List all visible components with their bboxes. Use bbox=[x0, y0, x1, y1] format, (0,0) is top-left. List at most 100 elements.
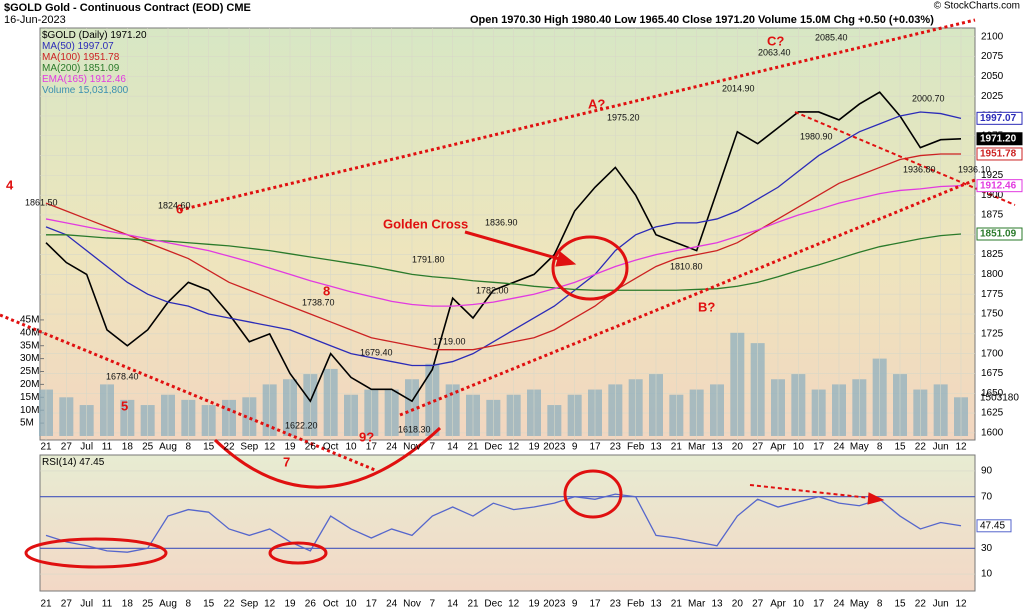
x-tick-label: 10 bbox=[345, 599, 357, 610]
x-tick-label: 8 bbox=[186, 599, 192, 610]
legend-name: MA(200) bbox=[42, 63, 80, 74]
x-tick-label: 10 bbox=[793, 442, 805, 453]
x-tick-label: 15 bbox=[203, 442, 215, 453]
legend-entry: Volume 15,031,800 bbox=[42, 85, 129, 96]
price-label: 1810.80 bbox=[670, 261, 703, 271]
x-tick-label: May bbox=[850, 442, 869, 453]
x-tick-label: 12 bbox=[264, 442, 276, 453]
circle bbox=[563, 469, 623, 519]
price-label: 1618.30 bbox=[398, 424, 431, 434]
legend-value: 1912.46 bbox=[90, 74, 127, 85]
price-label: 1622.20 bbox=[285, 420, 318, 430]
x-tick-label: 11 bbox=[102, 599, 113, 610]
annotation: B? bbox=[698, 299, 715, 314]
y-tick-label: 1600 bbox=[981, 428, 1004, 439]
x-tick-label: Nov bbox=[403, 599, 421, 610]
trendline bbox=[179, 18, 976, 212]
x-tick-label: 8 bbox=[877, 599, 883, 610]
rsi-tick-label: 70 bbox=[981, 491, 993, 502]
rsi-tick-label: 10 bbox=[981, 569, 993, 580]
price-label: 1861.50 bbox=[25, 197, 58, 207]
axis-box bbox=[976, 179, 1023, 193]
axis-box-label: 1851.09 bbox=[980, 229, 1017, 240]
x-tick-label: Apr bbox=[770, 442, 786, 453]
x-tick-label: 21 bbox=[467, 442, 479, 453]
credit: © StockCharts.com bbox=[934, 1, 1020, 12]
x-tick-label: 17 bbox=[366, 599, 378, 610]
annotation: 5 bbox=[121, 398, 128, 413]
arrow-head bbox=[555, 251, 577, 267]
rsi-panel bbox=[39, 454, 976, 592]
price-label: 1824.60 bbox=[158, 200, 191, 210]
x-tick-label: 12 bbox=[508, 599, 520, 610]
legend-name: MA(100) bbox=[42, 52, 80, 63]
axis-box bbox=[976, 147, 1023, 161]
legend-name: Volume bbox=[42, 85, 76, 96]
x-tick-label: 11 bbox=[102, 442, 113, 453]
x-tick-label: 27 bbox=[61, 442, 73, 453]
annotation: 7 bbox=[283, 454, 290, 469]
x-tick-label: 8 bbox=[186, 442, 192, 453]
x-tick-label: Feb bbox=[627, 599, 645, 610]
overlays bbox=[0, 18, 1016, 569]
legend-value: 15,031,800 bbox=[78, 85, 128, 96]
x-tick-label: 17 bbox=[366, 442, 378, 453]
x-tick-label: 23 bbox=[610, 442, 622, 453]
x-tick-label: 13 bbox=[650, 442, 662, 453]
circle bbox=[268, 541, 328, 565]
circle bbox=[551, 235, 629, 301]
x-tick-label: 8 bbox=[877, 442, 883, 453]
legend-entry: MA(50) 1997.07 bbox=[42, 41, 114, 52]
price-line bbox=[45, 91, 962, 403]
x-tick-label: 13 bbox=[711, 442, 723, 453]
x-tick-label: Nov bbox=[403, 442, 421, 453]
x-tick-label: 24 bbox=[833, 442, 845, 453]
x-tick-label: Jun bbox=[933, 599, 949, 610]
y-tick-label: 2050 bbox=[981, 71, 1004, 82]
legend-entry: $GOLD (Daily) 1971.20 bbox=[42, 30, 147, 41]
axis-box-label: 1503180 bbox=[980, 393, 1019, 404]
x-tick-label: 13 bbox=[650, 599, 662, 610]
price-label: 2000.70 bbox=[912, 93, 945, 103]
x-tick-label: Mar bbox=[688, 599, 706, 610]
x-tick-label: 12 bbox=[508, 442, 520, 453]
ma-line bbox=[46, 233, 962, 291]
rsi-tick-label: 30 bbox=[981, 543, 993, 554]
x-tick-label: 7 bbox=[430, 599, 436, 610]
axis-box-label: 1997.07 bbox=[980, 113, 1017, 124]
ma-line bbox=[45, 153, 961, 351]
price-label: 1936.80 bbox=[903, 164, 936, 174]
legend-name: RSI(14) bbox=[42, 457, 76, 468]
x-tick-label: 18 bbox=[122, 599, 134, 610]
x-tick-label: Oct bbox=[323, 599, 339, 610]
ma-line bbox=[45, 111, 962, 367]
subtitle: 16-Jun-2023 bbox=[4, 14, 66, 26]
x-tick-label: Oct bbox=[323, 442, 339, 453]
y-tick-label: 1800 bbox=[981, 269, 1004, 280]
arrow-head bbox=[867, 492, 885, 505]
x-tick-label: Dec bbox=[484, 442, 502, 453]
y-tick-label: 1750 bbox=[981, 309, 1004, 320]
x-tick-label: 21 bbox=[671, 599, 683, 610]
legend-value: 47.45 bbox=[79, 457, 104, 468]
quote-line: Open 1970.30 High 1980.40 Low 1965.40 Cl… bbox=[470, 14, 934, 26]
volume-tick-label: 40M bbox=[20, 327, 39, 338]
arrow bbox=[464, 230, 571, 264]
price-label: 1836.90 bbox=[485, 217, 518, 227]
x-tick-label: Mar bbox=[688, 442, 706, 453]
x-tick-label: 19 bbox=[284, 599, 296, 610]
x-tick-label: 2023 bbox=[543, 599, 566, 610]
y-tick-label: 1725 bbox=[981, 328, 1004, 339]
annotation: 8 bbox=[323, 283, 330, 298]
price-label: 2014.90 bbox=[722, 83, 755, 93]
x-tick-label: 17 bbox=[589, 599, 601, 610]
x-tick-label: 24 bbox=[386, 599, 398, 610]
legend-name: EMA(165) bbox=[42, 74, 87, 85]
x-tick-label: 21 bbox=[40, 442, 52, 453]
x-tick-label: Jul bbox=[80, 442, 93, 453]
annotation: Golden Cross bbox=[383, 216, 468, 231]
x-tick-label: Feb bbox=[627, 442, 645, 453]
x-tick-label: 22 bbox=[223, 599, 235, 610]
legend-entry: MA(200) 1851.09 bbox=[42, 63, 120, 74]
price-label: 1738.70 bbox=[302, 297, 335, 307]
